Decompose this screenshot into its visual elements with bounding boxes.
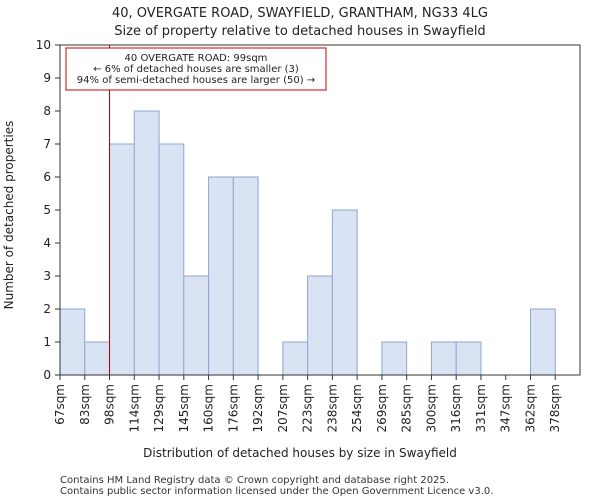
y-tick-label: 1 <box>43 335 51 349</box>
chart-title: 40, OVERGATE ROAD, SWAYFIELD, GRANTHAM, … <box>112 6 488 21</box>
x-tick-label: 238sqm <box>325 384 339 432</box>
bars-group <box>59 110 556 376</box>
y-tick-label: 7 <box>43 137 51 151</box>
y-axis-label: Number of detached properties <box>2 121 16 310</box>
y-tick-label: 6 <box>43 170 51 184</box>
bar-114sqm <box>133 110 160 376</box>
bar-67sqm <box>59 308 86 376</box>
y-tick-label: 9 <box>43 71 51 85</box>
x-tick-label: 316sqm <box>449 384 463 432</box>
bar-83sqm <box>84 341 111 376</box>
plot-frame <box>59 44 581 376</box>
x-tick-label: 98sqm <box>103 384 117 425</box>
x-tick-label: 160sqm <box>202 384 216 432</box>
x-tick-label: 176sqm <box>226 384 240 432</box>
x-tick-label: 362sqm <box>523 384 537 432</box>
bar-176sqm <box>232 176 259 376</box>
y-tick-label: 3 <box>43 269 51 283</box>
x-tick-label: 145sqm <box>177 384 191 432</box>
annotation-box: 40 OVERGATE ROAD: 99sqm ← 6% of detached… <box>65 47 327 91</box>
y-tick-label: 2 <box>43 302 51 316</box>
bar-207sqm <box>282 341 309 376</box>
chart-subtitle: Size of property relative to detached ho… <box>114 24 485 39</box>
bar-145sqm <box>183 275 210 376</box>
y-tick-label: 10 <box>36 38 51 52</box>
x-tick-label: 331sqm <box>474 384 488 432</box>
y-axis-ticks: 0 1 2 3 4 5 6 7 8 9 10 <box>36 38 60 382</box>
x-tick-label: 207sqm <box>276 384 290 432</box>
bar-238sqm <box>331 209 358 376</box>
bar-98sqm <box>109 143 135 376</box>
annotation-border <box>65 47 327 91</box>
x-tick-label: 223sqm <box>301 384 315 432</box>
y-tick-label: 5 <box>43 203 51 217</box>
x-tick-label: 347sqm <box>499 384 513 432</box>
x-tick-label: 129sqm <box>152 384 166 432</box>
bar-129sqm <box>158 143 185 376</box>
x-axis-label: Distribution of detached houses by size … <box>143 446 457 460</box>
x-tick-label: 114sqm <box>127 384 141 432</box>
x-tick-label: 378sqm <box>548 384 562 432</box>
y-tick-label: 8 <box>43 104 51 118</box>
bar-269sqm <box>381 341 408 376</box>
x-tick-label: 192sqm <box>251 384 265 432</box>
bar-362sqm <box>529 308 556 376</box>
bar-316sqm <box>455 341 482 376</box>
annotation-line-3: 94% of semi-detached houses are larger (… <box>77 75 315 86</box>
x-axis-ticks: 67sqm 83sqm 98sqm 114sqm 129sqm 145sqm 160sqm 1… <box>53 375 562 432</box>
annotation-line-1: 40 OVERGATE ROAD: 99sqm <box>125 53 268 64</box>
footer-line-1: Contains HM Land Registry data © Crown c… <box>60 475 449 486</box>
x-tick-label: 300sqm <box>424 384 438 432</box>
x-tick-label: 254sqm <box>350 384 364 432</box>
footer-line-2: Contains public sector information licen… <box>60 486 493 497</box>
bar-160sqm <box>208 176 234 376</box>
y-tick-label: 0 <box>43 368 51 382</box>
annotation-line-2: ← 6% of detached houses are smaller (3) <box>93 64 299 75</box>
bar-300sqm <box>430 341 457 376</box>
x-tick-label: 67sqm <box>53 384 67 425</box>
bar-223sqm <box>307 275 333 376</box>
x-tick-label: 269sqm <box>375 384 389 432</box>
x-tick-label: 285sqm <box>400 384 414 432</box>
y-tick-label: 4 <box>43 236 51 250</box>
x-tick-label: 83sqm <box>78 384 92 425</box>
